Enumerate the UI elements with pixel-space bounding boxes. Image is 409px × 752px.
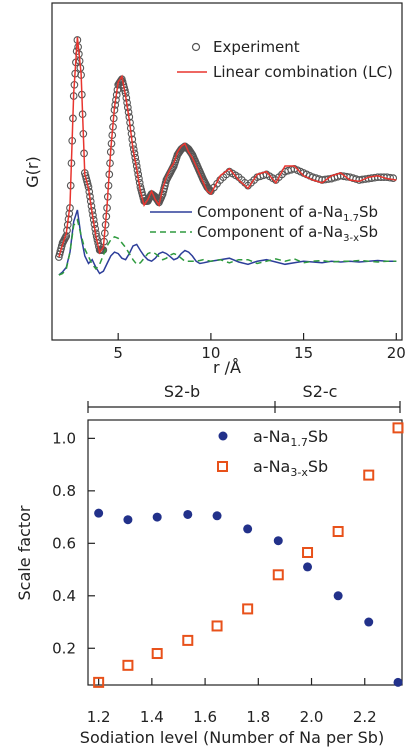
na17-scale-point xyxy=(303,562,313,572)
bottom-y-axis-label: Scale factor xyxy=(15,505,34,600)
bottom-y-tick-label: 0.8 xyxy=(52,482,76,500)
bottom-y-ticks: 0.2 0.4 0.6 0.8 1.0 xyxy=(52,429,95,657)
experiment-point xyxy=(386,173,394,182)
top-plot-frame xyxy=(51,2,403,341)
top-x-tick-label: 20 xyxy=(387,344,406,362)
legend-label-bottom-na3x: a-Na3-xSb xyxy=(253,457,328,479)
na17-scale-point xyxy=(123,515,133,525)
na3x-scale-point xyxy=(272,569,284,581)
bottom-y-tick-label: 0.4 xyxy=(52,587,76,605)
region-bracket: S2-b S2-c xyxy=(87,382,401,413)
bottom-legend: a-Na1.7Sb a-Na3-xSb xyxy=(217,427,328,479)
na3x-scale-point xyxy=(302,547,314,558)
na3x-scale-point xyxy=(122,659,134,671)
bottom-y-tick-label: 0.6 xyxy=(52,534,76,552)
top-x-tick-label: 15 xyxy=(294,344,313,362)
top-panel: G(r) r /Å 5 10 15 20 Experiment Linear comb… xyxy=(23,2,406,377)
bottom-x-ticks: 1.2 1.4 1.6 1.8 2.0 2.2 xyxy=(87,678,377,726)
na17-scale-point xyxy=(152,512,162,522)
legend-label-na17: Component of a-Na1.7Sb xyxy=(197,203,378,224)
na17-scale-point xyxy=(333,591,343,601)
region-label-s2b: S2-b xyxy=(164,382,200,401)
bottom-x-tick-label: 2.0 xyxy=(300,708,324,726)
na3x-component-line xyxy=(58,218,397,276)
na17-scale-point xyxy=(364,617,374,627)
component-legend: Component of a-Na1.7Sb Component of a-Na… xyxy=(150,203,378,244)
top-legend: Experiment Linear combination (LC) xyxy=(177,38,393,81)
na3x-scale-point xyxy=(242,603,254,615)
bottom-x-tick-label: 1.6 xyxy=(193,708,217,726)
top-x-axis-label: r /Å xyxy=(213,358,241,377)
legend-label-na3x: Component of a-Na3-xSb xyxy=(197,223,378,244)
na17-scale-point xyxy=(243,524,253,534)
na17-scale-point xyxy=(393,677,403,687)
lc-series-line xyxy=(58,37,397,258)
legend-label-bottom-na17: a-Na1.7Sb xyxy=(253,427,328,449)
na3x-scale-point xyxy=(211,620,223,632)
na3x-scale-point xyxy=(151,648,163,660)
bottom-y-tick-label: 0.2 xyxy=(52,639,76,657)
legend-marker-na3x xyxy=(217,461,228,472)
bottom-x-tick-label: 2.2 xyxy=(353,708,377,726)
legend-marker-na17 xyxy=(218,431,228,441)
na3x-scale-point xyxy=(182,634,194,646)
na3x-scale-point xyxy=(363,469,375,481)
top-y-axis-label: G(r) xyxy=(23,156,42,187)
legend-marker-experiment xyxy=(191,42,201,52)
na17-scale-point xyxy=(94,508,104,518)
bottom-x-tick-label: 1.2 xyxy=(87,708,111,726)
bottom-x-axis-label: Sodiation level (Number of Na per Sb) xyxy=(80,728,384,747)
experiment-point xyxy=(389,174,398,182)
na17-scale-point xyxy=(183,509,193,519)
legend-label-lc: Linear combination (LC) xyxy=(213,63,393,81)
bottom-y-tick-label: 1.0 xyxy=(52,429,76,447)
na17-scale-point xyxy=(273,536,283,546)
bottom-x-tick-label: 1.8 xyxy=(246,708,270,726)
top-x-ticks: 5 10 15 20 xyxy=(113,333,406,362)
na3x-scale-point xyxy=(392,422,404,434)
top-x-tick-label: 5 xyxy=(113,344,123,362)
bottom-x-tick-label: 1.4 xyxy=(140,708,164,726)
na3x-scale-point xyxy=(93,676,105,688)
legend-label-experiment: Experiment xyxy=(213,38,300,56)
na17-scale-point xyxy=(212,511,222,521)
bottom-panel: S2-b S2-c Scale factor Sodiation level (… xyxy=(15,382,404,747)
top-series-group xyxy=(55,36,398,276)
na3x-scale-point xyxy=(332,526,344,538)
bottom-series-group xyxy=(93,422,404,688)
region-label-s2c: S2-c xyxy=(303,382,338,401)
bottom-plot-frame xyxy=(87,419,403,686)
top-x-tick-label: 10 xyxy=(201,344,220,362)
